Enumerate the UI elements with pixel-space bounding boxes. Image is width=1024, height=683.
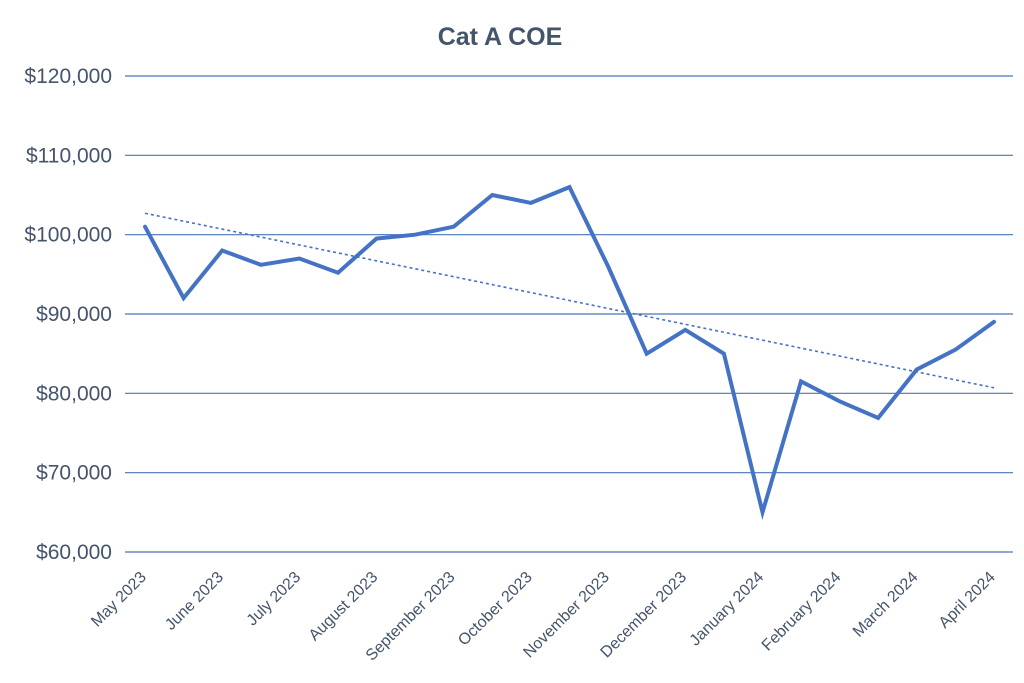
y-tick-label: $100,000 — [24, 224, 112, 247]
data-point — [644, 351, 649, 356]
trendline — [144, 212, 995, 389]
trendline-layer — [144, 212, 995, 389]
data-point — [992, 319, 997, 324]
data-point — [837, 399, 842, 404]
data-point — [528, 200, 533, 205]
data-point — [181, 296, 186, 301]
data-point — [490, 193, 495, 198]
data-point — [760, 510, 765, 515]
gridlines — [125, 75, 1013, 553]
data-point — [451, 224, 456, 229]
y-axis-tick-labels: $60,000 $70,000 $80,000 $90,000 $100,000 $110… — [24, 65, 112, 564]
x-tick-label: August 2023 — [306, 569, 382, 645]
data-point — [683, 327, 688, 332]
data-point — [297, 256, 302, 261]
data-point — [914, 367, 919, 372]
x-tick-label: February 2024 — [759, 569, 845, 655]
y-tick-label: $110,000 — [26, 144, 112, 167]
data-point — [876, 415, 881, 420]
series-layer — [143, 184, 997, 521]
data-point — [258, 262, 263, 267]
data-point — [143, 224, 148, 229]
data-point — [799, 379, 804, 384]
y-tick-label: $80,000 — [36, 382, 112, 405]
data-point — [374, 236, 379, 241]
data-point — [413, 232, 418, 237]
x-tick-label: October 2023 — [455, 569, 536, 650]
y-tick-label: $120,000 — [24, 65, 112, 88]
y-tick-label: $70,000 — [36, 462, 112, 485]
series-line-cat-a-coe — [143, 184, 996, 521]
x-tick-label: July 2023 — [244, 569, 305, 630]
x-tick-label: December 2023 — [598, 569, 691, 662]
data-point — [220, 248, 225, 253]
y-tick-label: $90,000 — [36, 303, 112, 326]
data-point — [335, 270, 340, 275]
x-tick-label: March 2024 — [850, 569, 922, 641]
data-point — [606, 264, 611, 269]
x-axis-tick-labels: May 2023 June 2023 July 2023 August 2023Sep… — [88, 569, 999, 665]
data-point — [953, 347, 958, 352]
y-tick-label: $60,000 — [36, 541, 112, 564]
data-point — [567, 185, 572, 190]
x-tick-label: April 2024 — [936, 569, 999, 632]
x-tick-label: May 2023 — [88, 569, 150, 631]
data-point — [721, 351, 726, 356]
x-tick-label: January 2024 — [687, 569, 768, 650]
x-tick-label: June 2023 — [162, 569, 227, 634]
chart-title: Cat A COE — [438, 23, 563, 51]
